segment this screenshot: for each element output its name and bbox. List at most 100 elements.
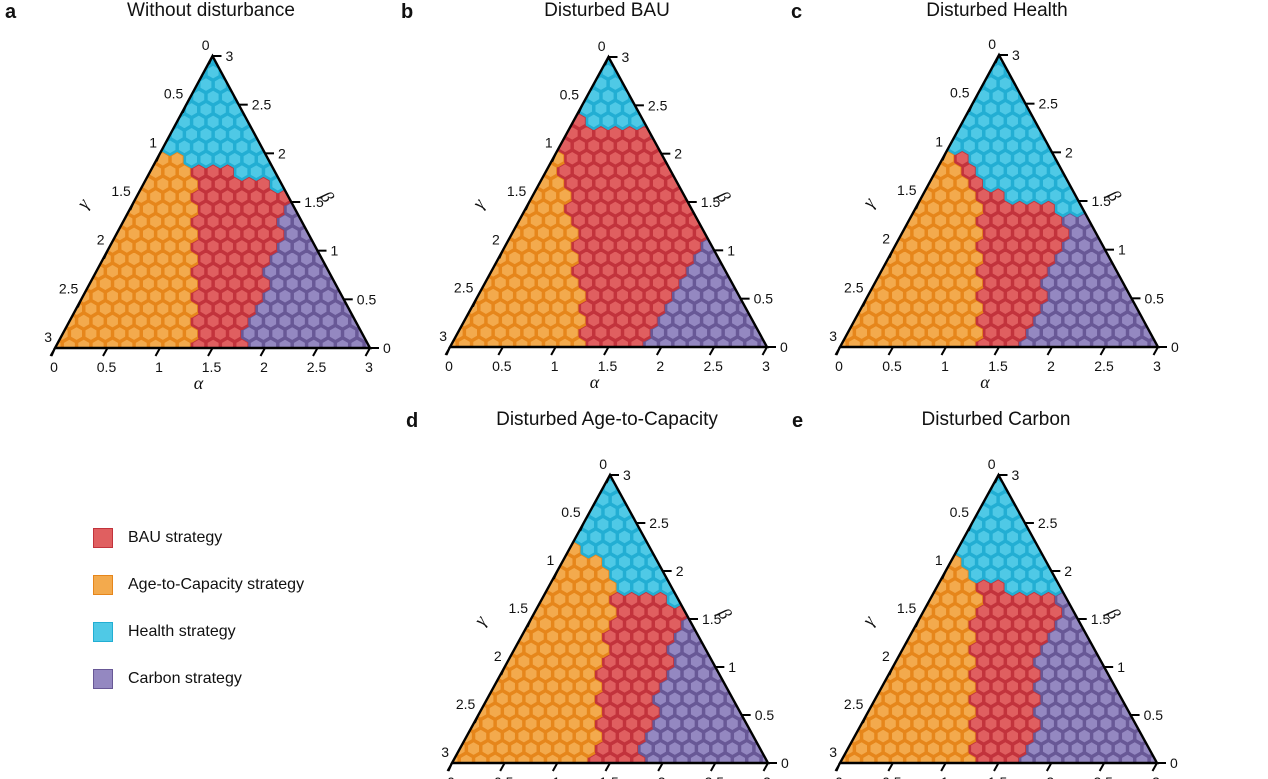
tick-label: 3: [1012, 47, 1020, 63]
tick-mark: [577, 104, 583, 114]
hex-cell: [535, 149, 552, 168]
hex-cell: [262, 137, 279, 156]
tick-label: 2.5: [59, 280, 79, 296]
tick-label: 2: [97, 232, 105, 248]
tick-mark: [862, 297, 868, 307]
hex-cell: [1126, 273, 1143, 292]
tick-label: 2.5: [307, 359, 327, 375]
tick-label: 1.5: [598, 358, 618, 374]
tick-label: 2.5: [1093, 774, 1113, 779]
hex-cell: [1047, 552, 1064, 571]
tick-label: 2.5: [1039, 96, 1059, 112]
legend-label-health: Health strategy: [128, 623, 236, 640]
tick-label: 2: [882, 648, 890, 664]
tick-mark: [207, 347, 214, 357]
tick-label: 2.5: [1038, 515, 1058, 531]
tick-mark: [604, 762, 611, 772]
tick-label: 0: [1171, 339, 1179, 355]
tick-mark: [761, 346, 768, 356]
tick-mark: [940, 346, 947, 356]
tick-label: 1: [149, 134, 157, 150]
tick-label: 2.5: [844, 696, 864, 712]
tick-label: 2.5: [1094, 358, 1114, 374]
hexbin-layer-a: [55, 56, 370, 348]
tick-mark: [500, 666, 506, 676]
hex-cell: [918, 577, 935, 596]
tick-label: 0.5: [492, 358, 512, 374]
tick-mark: [603, 346, 610, 356]
hex-cell: [305, 212, 322, 231]
tick-mark: [994, 474, 1000, 484]
panel-letter-b: b: [401, 1, 414, 23]
tick-label: 0.5: [560, 86, 580, 102]
tick-mark: [605, 474, 611, 484]
tick-label: 0: [447, 774, 455, 779]
tick-label: 1.5: [988, 774, 1008, 779]
hex-cell: [1090, 627, 1107, 646]
tick-mark: [993, 346, 1000, 356]
tick-mark: [497, 346, 504, 356]
tick-label: 0.5: [1145, 290, 1165, 306]
tick-mark: [762, 762, 769, 772]
tick-label: 2: [674, 146, 682, 162]
panel-title-disturbed-health: Disturbed Health: [926, 0, 1068, 21]
hex-cell: [530, 577, 547, 596]
tick-label: 0: [780, 339, 788, 355]
tick-label: 3: [1152, 774, 1160, 779]
tick-mark: [472, 298, 478, 308]
tick-mark: [941, 151, 947, 161]
tick-mark: [709, 762, 717, 772]
tick-label: 0: [835, 358, 843, 374]
tick-label: 2.5: [252, 97, 272, 113]
axis-name-alpha: α: [590, 372, 600, 392]
hex-cell: [671, 161, 689, 180]
tick-label: 0.5: [882, 358, 902, 374]
tick-label: 0: [781, 755, 789, 771]
tick-label: 1: [545, 135, 553, 151]
tick-label: 3: [622, 49, 630, 65]
tick-label: 1: [155, 359, 163, 375]
tick-label: 1: [1118, 242, 1126, 258]
axis-name-gamma: γ: [470, 611, 491, 629]
tick-label: 3: [365, 359, 373, 375]
tick-label: 2: [1047, 358, 1055, 374]
tick-label: 1.5: [599, 774, 619, 779]
hex-cell: [673, 577, 691, 596]
hex-cell: [1119, 261, 1136, 280]
tick-label: 3: [829, 744, 837, 760]
tick-label: 0: [202, 37, 210, 53]
tick-label: 2.5: [648, 97, 668, 113]
tick-label: 3: [1012, 467, 1020, 483]
tick-mark: [940, 762, 947, 772]
tick-label: 0: [50, 359, 58, 375]
hex-cell: [528, 161, 545, 180]
tick-label: 2: [658, 774, 666, 779]
tick-mark: [551, 153, 557, 163]
hex-cell: [645, 527, 662, 546]
tick-mark: [76, 298, 83, 308]
hex-cell: [946, 527, 964, 546]
hex-cell: [501, 627, 518, 646]
tick-label: 2.5: [454, 280, 474, 296]
axis-name-gamma: γ: [468, 194, 489, 212]
hex-cell: [702, 627, 719, 646]
tick-mark: [208, 55, 214, 65]
tick-label: 0: [835, 774, 843, 779]
tick-mark: [1099, 346, 1106, 356]
tick-label: 0.5: [755, 707, 775, 723]
tick-label: 1: [727, 242, 735, 258]
tick-label: 1.5: [304, 194, 324, 210]
tick-mark: [994, 54, 1000, 64]
carbon-color-swatch: [93, 669, 113, 689]
hex-cell: [614, 62, 631, 81]
tick-label: 1.5: [507, 183, 527, 199]
tick-label: 3: [226, 48, 234, 64]
tick-mark: [473, 714, 480, 724]
tick-label: 0.5: [882, 774, 902, 779]
tick-label: 3: [623, 467, 631, 483]
tick-mark: [445, 346, 451, 356]
legend-label-age-to-capacity: Age-to-Capacity strategy: [128, 576, 305, 593]
tick-label: 0.5: [754, 291, 774, 307]
